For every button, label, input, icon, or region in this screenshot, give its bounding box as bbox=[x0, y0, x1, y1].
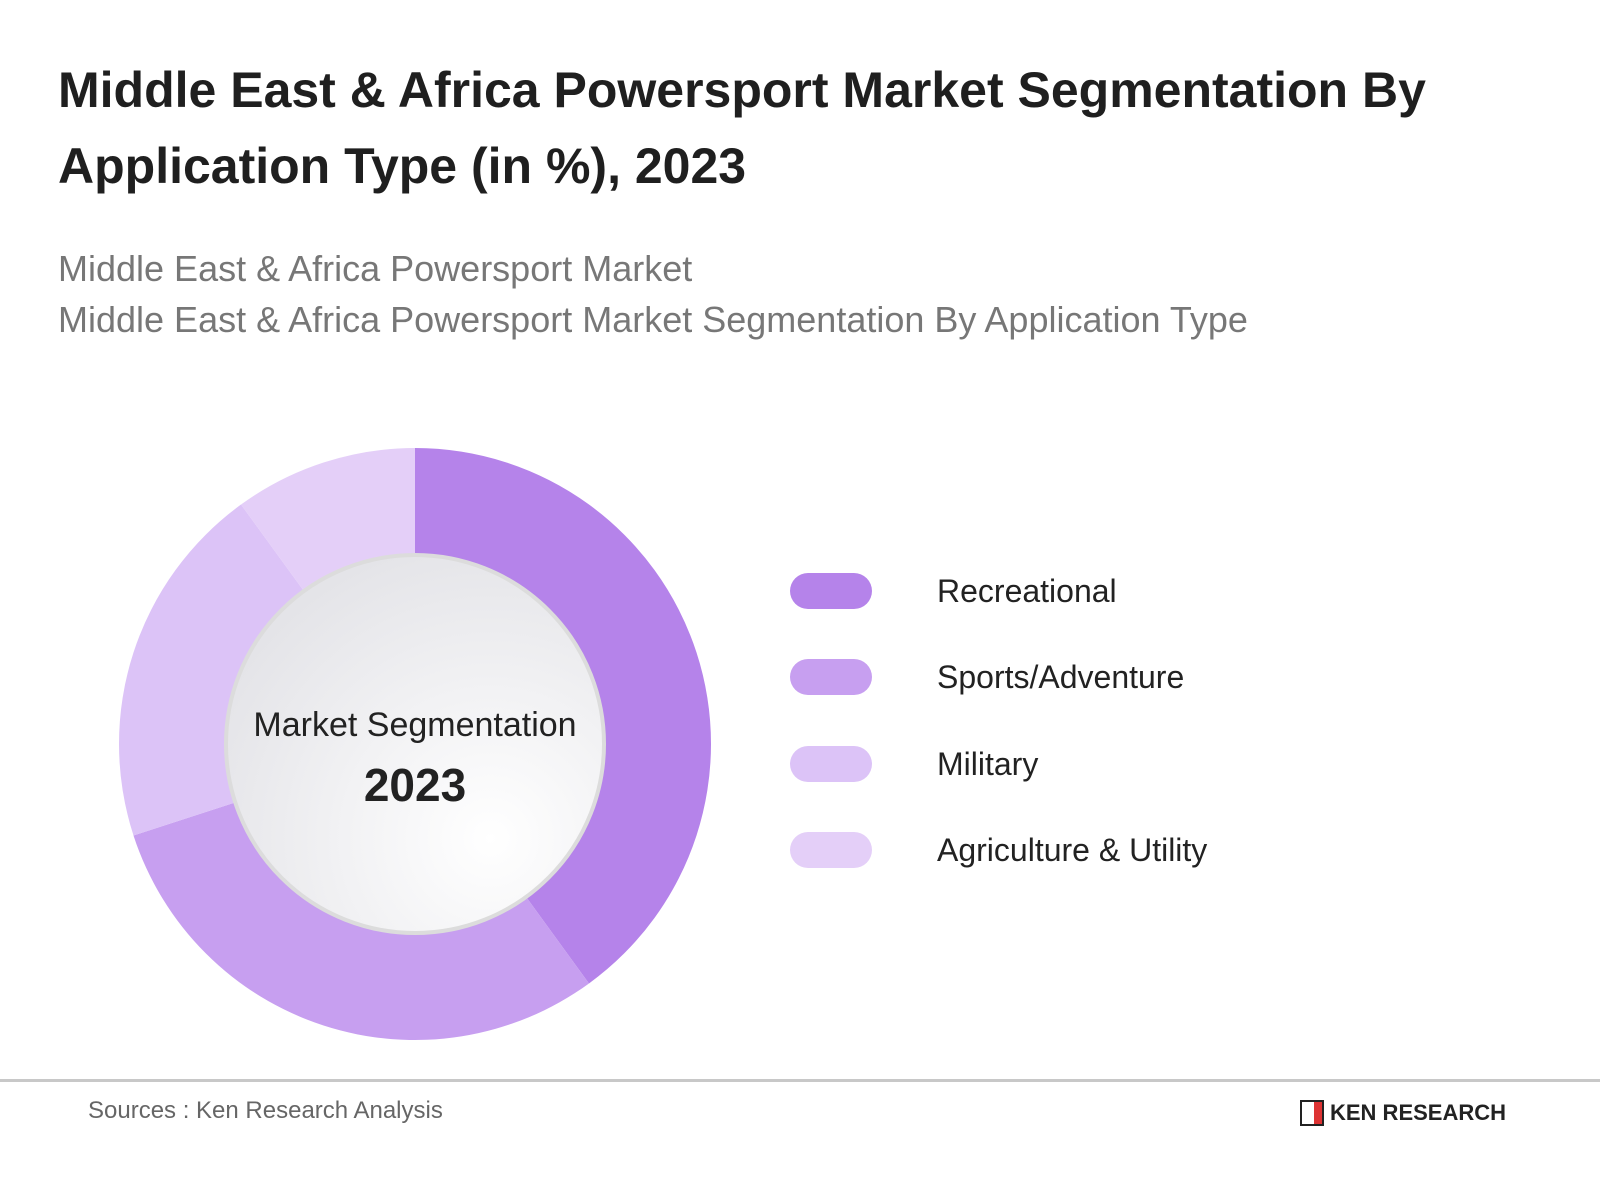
logo-mark-icon bbox=[1300, 1100, 1324, 1126]
legend-swatch bbox=[790, 659, 872, 695]
ken-research-logo: KEN RESEARCH bbox=[1300, 1100, 1506, 1126]
footer-divider bbox=[0, 1079, 1600, 1082]
slice-military bbox=[118, 504, 327, 836]
center-label: Market Segmentation bbox=[253, 706, 577, 744]
legend-swatch bbox=[790, 573, 872, 609]
center-year: 2023 bbox=[363, 759, 467, 811]
legend-item: Recreational bbox=[790, 572, 1117, 610]
legend-item: Military bbox=[790, 745, 1038, 783]
chart-subtitle: Middle East & Africa Powersport Market bbox=[58, 248, 693, 289]
donut-center bbox=[224, 553, 606, 935]
legend-swatch bbox=[790, 746, 872, 782]
legend-swatch bbox=[790, 832, 872, 868]
legend-label: Sports/Adventure bbox=[937, 658, 1185, 695]
legend-label: Recreational bbox=[937, 572, 1117, 609]
donut-chart bbox=[118, 448, 712, 1041]
legend-item: Agriculture & Utility bbox=[790, 831, 1207, 869]
legend-label: Military bbox=[937, 745, 1039, 782]
chart-subtitle-2: Middle East & Africa Powersport Market S… bbox=[58, 299, 1248, 340]
chart-title: Middle East & Africa Powersport Market S… bbox=[58, 62, 1426, 194]
source-note: Sources : Ken Research Analysis bbox=[88, 1097, 443, 1124]
logo-text: KEN RESEARCH bbox=[1330, 1100, 1507, 1125]
legend-item: Sports/Adventure bbox=[790, 658, 1184, 696]
legend-label: Agriculture & Utility bbox=[937, 831, 1208, 868]
